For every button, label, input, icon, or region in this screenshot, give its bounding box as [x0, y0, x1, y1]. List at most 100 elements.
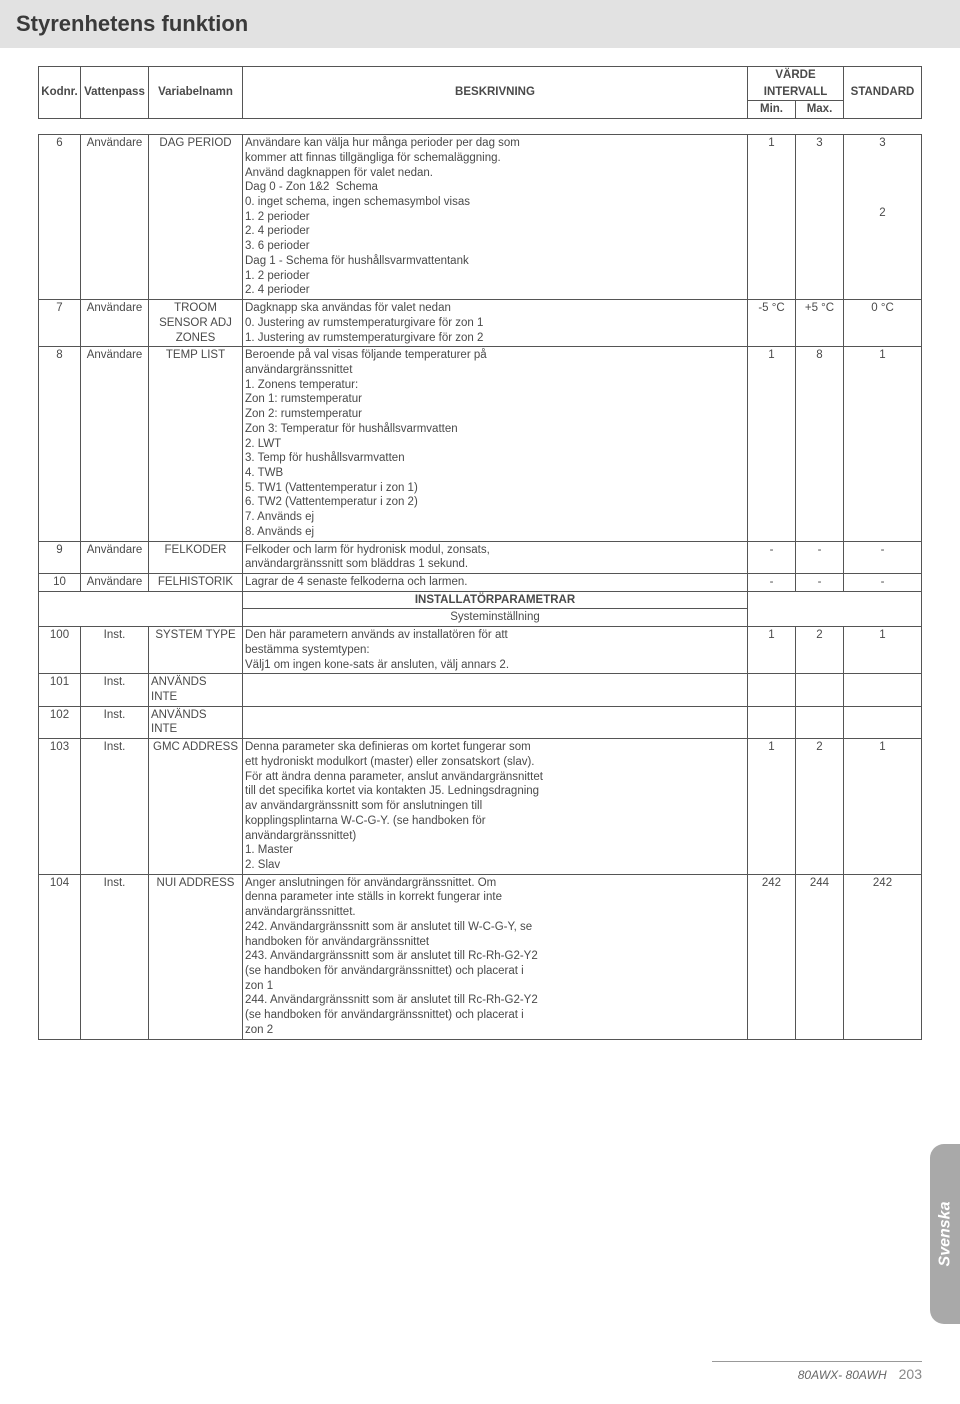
- cell-min: -: [747, 541, 795, 573]
- cell-var: FELHISTORIK: [149, 574, 243, 592]
- cell-max: +5 °C: [795, 300, 843, 347]
- cell-max: 2: [795, 739, 843, 874]
- cell-desc: Den här parametern används av installatö…: [243, 627, 748, 674]
- section-system: Systeminställning: [243, 609, 748, 627]
- cell-std: 242: [844, 874, 922, 1039]
- cell-std: -: [844, 574, 922, 592]
- cell-level: Användare: [81, 541, 149, 573]
- page-footer: 80AWX- 80AWH 203: [798, 1366, 922, 1382]
- table-row: 101 Inst. ANVÄNDS INTE: [39, 674, 922, 706]
- cell-code: 9: [39, 541, 81, 573]
- table-row: 103 Inst. GMC ADDRESS Denna parameter sk…: [39, 739, 922, 874]
- cell-min: 1: [747, 135, 795, 300]
- cell-std: -: [844, 541, 922, 573]
- table-row: 9 Användare FELKODER Felkoder och larm f…: [39, 541, 922, 573]
- language-tab: Svenska: [930, 1144, 960, 1324]
- cell-var: ANVÄNDS INTE: [149, 706, 243, 738]
- cell-min: 1: [747, 739, 795, 874]
- cell-var: NUI ADDRESS: [149, 874, 243, 1039]
- cell-level: Användare: [81, 574, 149, 592]
- cell-desc: Denna parameter ska definieras om kortet…: [243, 739, 748, 874]
- cell-std: 1: [844, 627, 922, 674]
- cell-max: -: [795, 541, 843, 573]
- hdr-range-top: VÄRDE: [747, 67, 843, 84]
- cell-var: ANVÄNDS INTE: [149, 674, 243, 706]
- section-installer: INSTALLATÖRPARAMETRAR: [243, 591, 748, 609]
- cell-min: [747, 674, 795, 706]
- cell-code: 10: [39, 574, 81, 592]
- footer-model: 80AWX- 80AWH: [798, 1368, 887, 1382]
- cell-code: 101: [39, 674, 81, 706]
- cell-min: -: [747, 574, 795, 592]
- hdr-desc: BESKRIVNING: [243, 67, 748, 119]
- table-row: 10 Användare FELHISTORIK Lagrar de 4 sen…: [39, 574, 922, 592]
- hdr-level: Vattenpass: [81, 67, 149, 119]
- cell-var: DAG PERIOD: [149, 135, 243, 300]
- hdr-code: Kodnr.: [39, 67, 81, 119]
- table-row: 6 Användare DAG PERIOD Användare kan väl…: [39, 135, 922, 205]
- hdr-max: Max.: [795, 101, 843, 119]
- cell-var: GMC ADDRESS: [149, 739, 243, 874]
- cell-desc: [243, 706, 748, 738]
- cell-std: [844, 674, 922, 706]
- hdr-range-bottom: INTERVALL: [747, 84, 843, 101]
- cell-code: 100: [39, 627, 81, 674]
- cell-var: SYSTEM TYPE: [149, 627, 243, 674]
- table-row: 104 Inst. NUI ADDRESS Anger anslutningen…: [39, 874, 922, 1039]
- table-row: 8 Användare TEMP LIST Beroende på val vi…: [39, 347, 922, 541]
- cell-code: 104: [39, 874, 81, 1039]
- cell-var: TEMP LIST: [149, 347, 243, 541]
- cell-desc: [243, 674, 748, 706]
- cell-std: 1: [844, 739, 922, 874]
- page-title: Styrenhetens funktion: [16, 11, 248, 37]
- cell-level: Inst.: [81, 627, 149, 674]
- cell-min: 242: [747, 874, 795, 1039]
- footer-page-number: 203: [899, 1366, 922, 1382]
- header-row-1: Kodnr. Vattenpass Variabelnamn BESKRIVNI…: [39, 67, 922, 84]
- footer-rule: [712, 1361, 922, 1362]
- cell-var: FELKODER: [149, 541, 243, 573]
- cell-max: 244: [795, 874, 843, 1039]
- cell-min: -5 °C: [747, 300, 795, 347]
- cell-code: 8: [39, 347, 81, 541]
- cell-var: TROOM SENSOR ADJ ZONES: [149, 300, 243, 347]
- cell-code: 102: [39, 706, 81, 738]
- cell-desc: Felkoder och larm för hydronisk modul, z…: [243, 541, 748, 573]
- cell-std-2: 2: [844, 205, 922, 300]
- cell-std: [844, 706, 922, 738]
- cell-desc: Beroende på val visas följande temperatu…: [243, 347, 748, 541]
- cell-std-1: 3: [844, 135, 922, 205]
- cell-max: [795, 706, 843, 738]
- hdr-min: Min.: [747, 101, 795, 119]
- cell-std: 0 °C: [844, 300, 922, 347]
- table-row: 102 Inst. ANVÄNDS INTE: [39, 706, 922, 738]
- cell-desc: Anger anslutningen för användargränssnit…: [243, 874, 748, 1039]
- cell-code: 7: [39, 300, 81, 347]
- cell-level: Inst.: [81, 874, 149, 1039]
- cell-min: [747, 706, 795, 738]
- cell-desc: Dagknapp ska användas för valet nedan 0.…: [243, 300, 748, 347]
- cell-level: Användare: [81, 347, 149, 541]
- cell-max: 2: [795, 627, 843, 674]
- section-row: INSTALLATÖRPARAMETRAR: [39, 591, 922, 609]
- cell-std: 1: [844, 347, 922, 541]
- cell-max: 3: [795, 135, 843, 300]
- cell-desc: Lagrar de 4 senaste felkoderna och larme…: [243, 574, 748, 592]
- hdr-std: STANDARD: [844, 67, 922, 119]
- cell-code: 103: [39, 739, 81, 874]
- table-row: 7 Användare TROOM SENSOR ADJ ZONES Dagkn…: [39, 300, 922, 347]
- cell-desc: Användare kan välja hur många perioder p…: [243, 135, 748, 300]
- cell-min: 1: [747, 627, 795, 674]
- table-row: 100 Inst. SYSTEM TYPE Den här parametern…: [39, 627, 922, 674]
- content-area: Kodnr. Vattenpass Variabelnamn BESKRIVNI…: [0, 48, 960, 1040]
- cell-level: Inst.: [81, 739, 149, 874]
- parameter-table: Kodnr. Vattenpass Variabelnamn BESKRIVNI…: [38, 66, 922, 1040]
- cell-min: 1: [747, 347, 795, 541]
- cell-code: 6: [39, 135, 81, 300]
- cell-level: Inst.: [81, 706, 149, 738]
- cell-max: -: [795, 574, 843, 592]
- cell-level: Användare: [81, 135, 149, 300]
- page-header: Styrenhetens funktion: [0, 0, 960, 48]
- spacer-row: [39, 119, 922, 135]
- language-label: Svenska: [936, 1202, 954, 1267]
